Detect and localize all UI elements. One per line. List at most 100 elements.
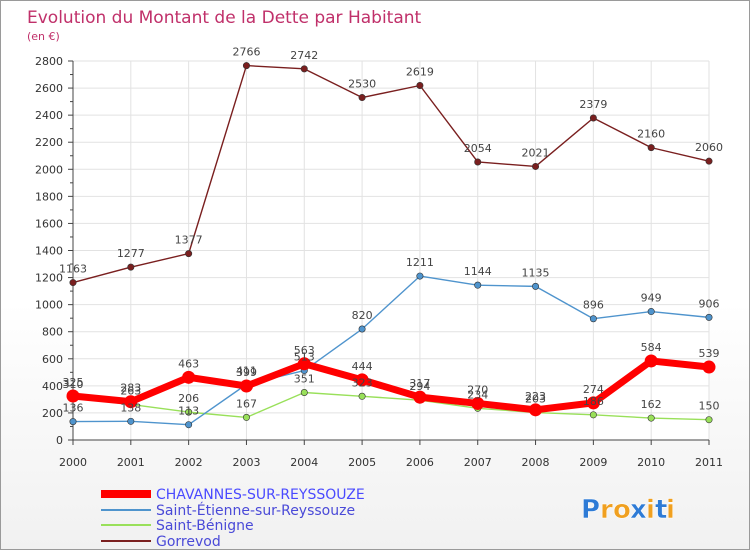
data-label: 2060 [695, 141, 723, 154]
data-point [471, 396, 485, 410]
data-point [413, 390, 427, 404]
data-point [358, 94, 366, 102]
data-point [182, 370, 196, 384]
data-point [300, 65, 308, 73]
data-label: 949 [641, 292, 662, 305]
x-tick-label: 2010 [637, 456, 665, 469]
data-point [644, 354, 658, 368]
data-label: 1144 [464, 265, 492, 278]
data-label: 203 [525, 393, 546, 406]
data-label: 2379 [579, 98, 607, 111]
data-label: 270 [467, 383, 488, 396]
data-point [647, 414, 655, 422]
y-tick-label: 2000 [35, 163, 63, 176]
data-point [239, 379, 253, 393]
data-point [69, 279, 77, 287]
data-point [529, 403, 543, 417]
x-tick-label: 2011 [695, 456, 723, 469]
x-tick-label: 2006 [406, 456, 434, 469]
data-point [242, 413, 250, 421]
data-point [589, 114, 597, 122]
legend-label: Gorrevod [156, 534, 221, 550]
legend-label: Saint-Bénigne [156, 518, 254, 534]
data-label: 584 [641, 341, 662, 354]
series-line [72, 391, 710, 421]
data-label: 162 [641, 398, 662, 411]
series-line [69, 357, 713, 414]
data-point [69, 418, 77, 426]
data-point [185, 421, 193, 429]
chart-subtitle: (en €) [27, 30, 60, 43]
y-tick-label: 200 [42, 407, 63, 420]
data-label: 444 [352, 360, 373, 373]
y-tick-label: 2200 [35, 136, 63, 149]
data-point [127, 263, 135, 271]
data-point [297, 357, 311, 371]
data-point [705, 416, 713, 424]
y-tick-label: 1800 [35, 190, 63, 203]
axes: 0 200 400 600 800 1000 1200 1400 1600 1800 2000 220… [35, 55, 723, 469]
data-label: 325 [63, 376, 84, 389]
data-point [300, 388, 308, 396]
data-label: 896 [583, 299, 604, 312]
data-label: 1211 [406, 256, 434, 269]
logo-letter: i [666, 495, 675, 525]
series-line [72, 275, 710, 426]
y-tick-label: 800 [42, 326, 63, 339]
data-point [358, 392, 366, 400]
data-label: 186 [583, 395, 604, 408]
data-label: 2054 [464, 142, 492, 155]
data-label: 283 [120, 382, 141, 395]
x-tick-label: 2000 [59, 456, 87, 469]
logo-letter: r [600, 495, 613, 525]
data-label: 317 [409, 377, 430, 390]
data-label: 1377 [175, 234, 203, 247]
y-tick-label: 600 [42, 353, 63, 366]
data-point [586, 396, 600, 410]
legend-label: Saint-Étienne-sur-Reyssouze [156, 502, 355, 519]
data-label: 1163 [59, 263, 87, 276]
data-point [358, 325, 366, 333]
y-tick-label: 0 [56, 434, 63, 447]
data-point [705, 313, 713, 321]
data-point [702, 360, 716, 374]
x-tick-label: 2003 [232, 456, 260, 469]
data-label: 2160 [637, 128, 665, 141]
data-label: 223 [525, 390, 546, 403]
x-tick-label: 2009 [579, 456, 607, 469]
x-tick-label: 2008 [522, 456, 550, 469]
legend: CHAVANNES-SUR-REYSSOUZESaint-Étienne-sur… [101, 487, 365, 550]
data-labels: 325 283 463 399 563 444 317 270 223 274 584 539 136 1… [59, 46, 723, 418]
data-label: 234 [467, 388, 488, 401]
data-label: 263 [120, 384, 141, 397]
y-tick-label: 400 [42, 380, 63, 393]
gridlines [72, 60, 710, 441]
data-label: 2766 [232, 46, 260, 59]
data-point [474, 281, 482, 289]
data-point [647, 308, 655, 316]
y-tick-label: 1400 [35, 245, 63, 258]
data-label: 351 [294, 372, 315, 385]
data-label: 463 [178, 357, 199, 370]
data-label: 138 [120, 401, 141, 414]
logo-letter: i [646, 495, 655, 525]
data-label: 167 [236, 397, 257, 410]
y-tick-label: 2600 [35, 82, 63, 95]
y-tick-label: 1000 [35, 299, 63, 312]
x-tick-label: 2002 [175, 456, 203, 469]
data-label: 513 [294, 351, 315, 364]
data-point [66, 389, 80, 403]
data-label: 1135 [522, 266, 550, 279]
data-point [705, 157, 713, 165]
y-tick-label: 2400 [35, 109, 63, 122]
data-point [416, 272, 424, 280]
data-label: 150 [699, 400, 720, 413]
x-tick-label: 2007 [464, 456, 492, 469]
data-label: 906 [699, 297, 720, 310]
data-point [647, 144, 655, 152]
data-point [127, 417, 135, 425]
y-tick-label: 2800 [35, 55, 63, 68]
legend-label: CHAVANNES-SUR-REYSSOUZE [156, 487, 365, 503]
